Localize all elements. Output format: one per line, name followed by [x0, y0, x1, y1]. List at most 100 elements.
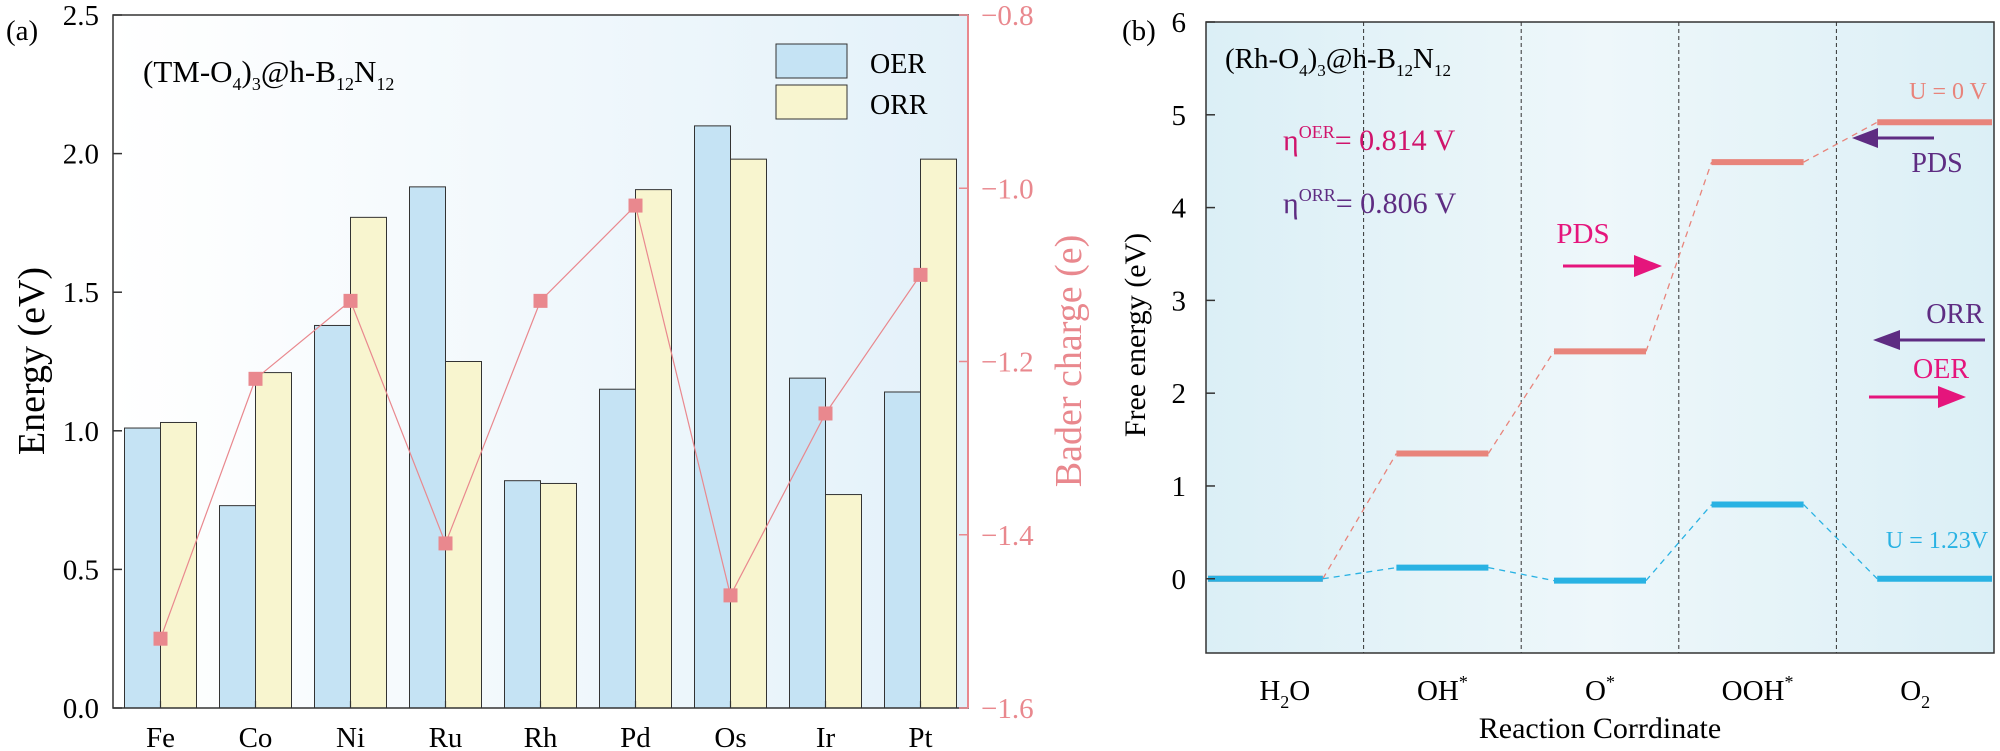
legend-oer-label: OER	[870, 49, 926, 80]
step-label-2: O*	[1585, 672, 1615, 707]
panel-b-label: (b)	[1122, 15, 1156, 47]
panel-a-label: (a)	[6, 15, 38, 47]
bader-point-ni	[343, 293, 358, 308]
panel-b-xlabel: Reaction Corrdinate	[1479, 712, 1721, 745]
y2-tick-label: −1.0	[981, 173, 1034, 205]
orr-bar-ru	[445, 361, 482, 709]
legend-oer-swatch	[775, 43, 848, 79]
panel-a: (a) 0.00.51.01.52.02.5 −1.6−1.4−1.2−1.0−…	[6, 0, 1090, 751]
panel-b-step-dividers	[1363, 22, 1837, 653]
x-tick-label-co: Co	[239, 722, 273, 751]
panel-b-x-axis: H2O OH* O* OOH* O2	[1259, 672, 1930, 712]
x-tick-label-ir: Ir	[816, 722, 836, 751]
u123-connector-2	[1645, 504, 1713, 582]
b-y-tick-label: 5	[1172, 100, 1187, 132]
bader-point-rh	[533, 293, 548, 308]
oer-bar-co	[219, 505, 256, 709]
bader-point-pd	[628, 198, 643, 213]
u0-series-label: U = 0 V	[1909, 79, 1987, 105]
panel-b-plot-frame	[1205, 21, 1995, 654]
orr-bar-ni	[350, 216, 387, 709]
bader-point-pt	[913, 267, 928, 282]
y-tick-label: 1.5	[63, 277, 99, 309]
u123-series-label: U = 1.23V	[1886, 528, 1989, 554]
y-tick-label: 1.0	[63, 416, 99, 448]
y-tick-label: 0.0	[63, 693, 99, 725]
u0-connector-2	[1645, 161, 1713, 352]
y-tick-label: 2.0	[63, 139, 99, 171]
orr-direction-label: ORR	[1926, 299, 1984, 330]
y2-tick-label: −1.4	[981, 520, 1034, 552]
panel-b-connectors	[1322, 121, 1878, 582]
panel-a-y2label: Bader charge (e)	[1048, 235, 1090, 487]
panel-b-title: (Rh-O4)3@h-B12N12	[1225, 43, 1451, 80]
x-tick-label-fe: Fe	[146, 722, 175, 751]
u123-connector-0	[1322, 566, 1397, 580]
panel-a-ylabel: Energy (eV)	[11, 267, 53, 455]
b-y-tick-label: 4	[1172, 193, 1187, 225]
bader-point-ru	[438, 536, 453, 551]
u0-connector-0	[1322, 453, 1397, 580]
legend-orr-swatch	[775, 84, 848, 120]
b-y-tick-label: 3	[1172, 285, 1187, 317]
x-tick-label-ru: Ru	[429, 722, 463, 751]
pds-arrow-oer	[1563, 255, 1662, 277]
bader-point-co	[248, 371, 263, 386]
panel-a-legend: OER ORR	[775, 43, 928, 121]
x-tick-label-ni: Ni	[336, 722, 365, 751]
panel-b-energy-levels	[1208, 119, 1992, 584]
pds-arrow-orr	[1852, 128, 1934, 148]
eta-orr-annotation: ηORR= 0.806 V	[1283, 185, 1457, 220]
y-tick-label: 2.5	[63, 0, 99, 32]
bader-point-fe	[153, 631, 168, 646]
b-y-tick-label: 2	[1172, 378, 1187, 410]
y2-tick-label: −1.6	[981, 693, 1034, 725]
bader-point-ir	[818, 406, 833, 421]
oer-bar-rh	[504, 480, 541, 709]
orr-bar-co	[255, 372, 292, 709]
pds-label-orr: PDS	[1911, 148, 1962, 179]
panel-b-plot-background	[1206, 22, 1994, 653]
oer-direction-arrow	[1869, 386, 1966, 408]
y-tick-label: 0.5	[63, 554, 99, 586]
panel-a-y2-axis: −1.6 −1.4 −1.2 −1.0 −0.8	[959, 0, 1034, 725]
step-label-1: OH*	[1417, 672, 1468, 707]
panel-a-bars	[124, 125, 957, 709]
x-tick-label-pt: Pt	[908, 722, 932, 751]
b-y-tick-label: 1	[1172, 471, 1187, 503]
oer-bar-ir	[789, 377, 826, 709]
x-tick-label-pd: Pd	[620, 722, 651, 751]
x-tick-label-rh: Rh	[524, 722, 558, 751]
orr-bar-pt	[920, 158, 957, 709]
oer-bar-ru	[409, 186, 446, 709]
orr-bar-os	[730, 158, 767, 709]
b-y-tick-label: 0	[1172, 564, 1187, 596]
oer-bar-pt	[884, 391, 921, 709]
panel-a-title: (TM-O4)3@h-B12N12	[143, 54, 394, 94]
panel-b: (b) 0 1 2 3 4 5 6 H2O OH* O* OOH* O2 Free energy (…	[1119, 7, 1995, 745]
panel-b-y-axis: 0 1 2 3 4 5 6	[1172, 7, 1215, 596]
step-label-3: OOH*	[1722, 672, 1794, 707]
step-label-0: H2O	[1259, 675, 1310, 712]
legend-orr-label: ORR	[870, 90, 928, 121]
step-label-4: O2	[1900, 675, 1930, 712]
oer-bar-pd	[599, 388, 636, 709]
panel-a-x-axis: Fe Co Ni Ru Rh Pd Os Ir Pt	[146, 701, 933, 751]
eta-oer-annotation: ηOER= 0.814 V	[1283, 122, 1456, 157]
bader-point-os	[723, 588, 738, 603]
b-y-tick-label: 6	[1172, 7, 1187, 39]
oer-bar-ni	[314, 324, 351, 709]
u0-connector-3	[1803, 121, 1878, 163]
orr-bar-fe	[160, 421, 197, 709]
panel-a-bader-series	[153, 198, 928, 646]
x-tick-label-os: Os	[714, 722, 746, 751]
orr-direction-arrow	[1873, 330, 1985, 350]
pds-label-oer: PDS	[1556, 218, 1609, 250]
y2-tick-label: −1.2	[981, 347, 1034, 379]
orr-bar-rh	[540, 482, 577, 709]
oer-bar-fe	[124, 427, 161, 709]
panel-a-y-axis: 0.0 0.5 1.0 1.5 2.0 2.5	[63, 0, 122, 725]
oer-direction-label: OER	[1913, 354, 1969, 385]
u0-connector-1	[1487, 351, 1555, 454]
